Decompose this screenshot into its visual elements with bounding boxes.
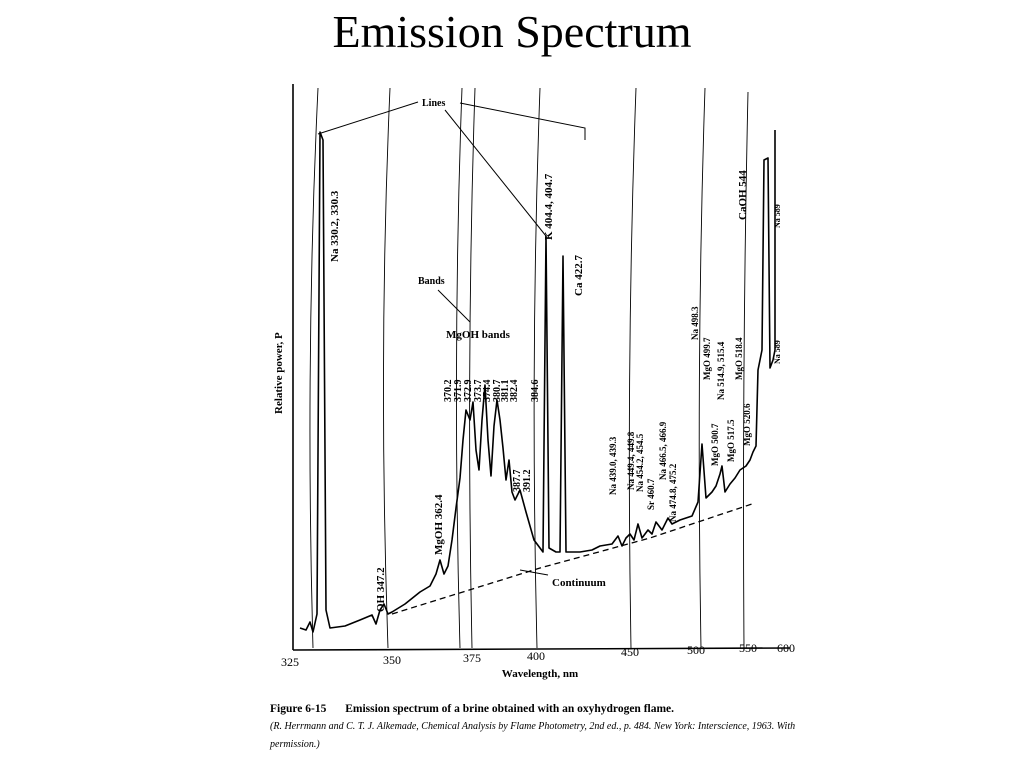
x-axis-label: Wavelength, nm bbox=[502, 668, 578, 680]
figure-credit: (R. Herrmann and C. T. J. Alkemade, Chem… bbox=[270, 721, 796, 750]
x-axis-line bbox=[292, 647, 791, 651]
bands-pointer bbox=[437, 289, 471, 323]
line-label: Na 466.5, 466.9 bbox=[658, 421, 668, 480]
callout-bands: Bands bbox=[418, 276, 445, 287]
lines-bracket-left bbox=[317, 101, 419, 135]
paper-line bbox=[698, 87, 706, 649]
lines-pointer-k bbox=[444, 109, 547, 237]
line-label: MgOH 362.4 bbox=[433, 494, 445, 555]
x-tick-label: 550 bbox=[739, 641, 757, 655]
line-label: MgO 518.4 bbox=[734, 337, 744, 380]
line-label: Na 589 bbox=[773, 340, 782, 364]
line-label: Na 514.9, 515.4 bbox=[716, 341, 726, 400]
line-label: MgO 500.7 bbox=[710, 423, 720, 466]
line-label: Na 498.3 bbox=[690, 306, 700, 340]
line-label: MgO 499.7 bbox=[702, 337, 712, 380]
emission-spectrum-chart: Lines Bands MgOH bands Continuum Na 330.… bbox=[273, 84, 795, 680]
figure-caption: Figure 6-15 Emission spectrum of a brine… bbox=[270, 700, 830, 754]
line-label: K 404.4, 404.7 bbox=[543, 173, 555, 240]
line-label: Na 439.0, 439.3 bbox=[608, 436, 618, 495]
line-label: Na 589 bbox=[773, 204, 782, 228]
line-label: MgO 517.5 bbox=[726, 419, 736, 462]
chart-paper-lines bbox=[309, 87, 749, 649]
callout-continuum: Continuum bbox=[552, 577, 606, 589]
lines-bracket-right bbox=[459, 102, 586, 140]
callout-lines: Lines bbox=[422, 98, 445, 109]
continuum-pointer bbox=[519, 569, 549, 576]
x-tick-label: 500 bbox=[687, 643, 705, 657]
x-tick-labels: 325 350 375 400 450 500 550 600 bbox=[281, 641, 795, 669]
figure-id: Figure 6-15 bbox=[270, 703, 327, 715]
x-tick-label: 325 bbox=[281, 655, 299, 669]
figure-caption-text: Emission spectrum of a brine obtained wi… bbox=[345, 703, 675, 715]
paper-line bbox=[533, 87, 541, 649]
line-label: Na 449.4, 449.8 bbox=[626, 431, 636, 490]
line-label: CaOH 544 bbox=[737, 170, 749, 220]
callout-mgoh-bands: MgOH bands bbox=[446, 329, 511, 341]
axes-frame bbox=[292, 84, 791, 651]
x-tick-label: 350 bbox=[383, 653, 401, 667]
line-label: 382.4 bbox=[509, 380, 520, 403]
line-label: OH 347.2 bbox=[375, 567, 387, 612]
x-tick-label: 400 bbox=[527, 649, 545, 663]
line-labels: Na 330.2, 330.3 OH 347.2 MgOH 362.4 370.… bbox=[329, 170, 782, 612]
line-label: 371.9 bbox=[453, 380, 464, 403]
line-label: Ca 422.7 bbox=[573, 255, 585, 296]
line-label: 372.9 bbox=[463, 380, 474, 403]
line-label: 380.7 bbox=[492, 380, 503, 403]
line-label: 391.2 bbox=[522, 470, 533, 493]
slide-title: Emission Spectrum bbox=[332, 6, 692, 57]
line-label: Na 454.2, 454.5 bbox=[635, 433, 645, 492]
line-label: 384.6 bbox=[530, 380, 541, 403]
line-label: Na 474.8, 475.2 bbox=[668, 463, 678, 522]
x-tick-label: 600 bbox=[777, 641, 795, 655]
line-label: 373.7 bbox=[473, 380, 484, 403]
line-label: Sr 460.7 bbox=[646, 478, 656, 510]
continuum-baseline bbox=[391, 502, 756, 615]
paper-line bbox=[743, 91, 749, 649]
line-label: 381.1 bbox=[500, 380, 511, 403]
line-label: MgO 520.6 bbox=[742, 403, 752, 446]
paper-line bbox=[455, 87, 463, 649]
y-axis-label: Relative power, P bbox=[273, 332, 285, 414]
line-label: 374.4 bbox=[482, 380, 493, 403]
line-label: Na 330.2, 330.3 bbox=[329, 190, 341, 262]
line-label: 387.7 bbox=[512, 470, 523, 493]
paper-line bbox=[469, 87, 476, 649]
paper-line bbox=[309, 87, 319, 649]
paper-line bbox=[383, 87, 391, 649]
paper-line bbox=[628, 87, 637, 649]
x-tick-label: 375 bbox=[463, 651, 481, 665]
x-tick-label: 450 bbox=[621, 645, 639, 659]
line-label: 370.2 bbox=[443, 380, 454, 403]
spectrum-trace bbox=[299, 130, 776, 633]
lines-callout-brackets bbox=[317, 101, 586, 576]
